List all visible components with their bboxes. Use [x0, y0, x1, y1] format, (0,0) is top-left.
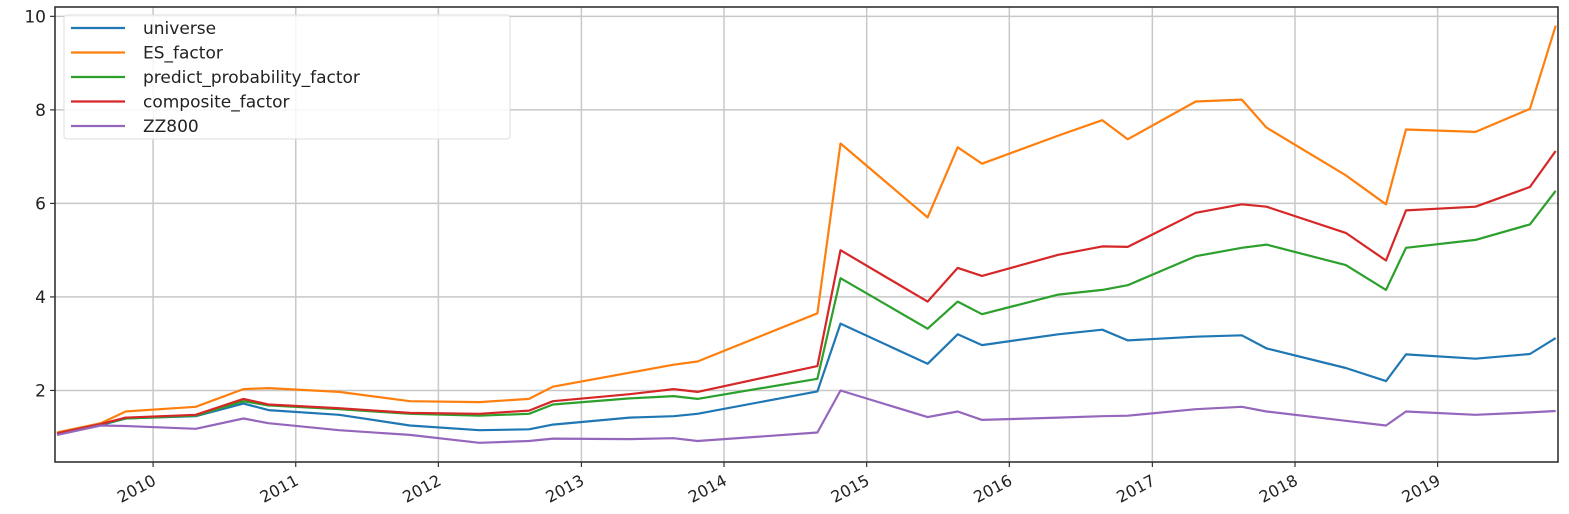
y-tick-label: 8	[35, 101, 46, 121]
series-line-universe	[56, 322, 1557, 436]
series-line-composite-factor	[56, 150, 1557, 435]
x-tick-label: 2017	[1113, 471, 1158, 507]
legend: universe ES_factor predict_probability_fac…	[63, 14, 511, 140]
x-tick-label: 2010	[114, 471, 159, 507]
y-tick-label: 10	[24, 7, 46, 27]
y-tick-label: 2	[35, 381, 46, 401]
legend-label: universe	[143, 19, 216, 39]
legend-label: composite_factor	[143, 93, 290, 113]
x-tick-label: 2018	[1256, 471, 1301, 507]
legend-box	[63, 14, 511, 140]
series-lines	[56, 25, 1557, 444]
legend-label: ES_factor	[143, 44, 223, 64]
x-tick-label: 2013	[542, 471, 587, 507]
series-line-es-factor	[56, 25, 1557, 434]
legend-label: predict_probability_factor	[143, 68, 360, 88]
x-tick-label: 2012	[399, 471, 444, 507]
y-tick-label: 4	[35, 288, 46, 308]
y-tick-label: 6	[35, 194, 46, 214]
x-tick-label: 2015	[828, 471, 873, 507]
x-tick-label: 2014	[685, 471, 730, 507]
plot-frame	[54, 6, 1559, 463]
y-axis: 2 4 6 8 10	[24, 7, 55, 401]
x-tick-label: 2016	[970, 471, 1015, 507]
x-axis: 2010 2011 2012 2013 2014 2015 2016 2017 2018 2019	[114, 462, 1444, 507]
series-line-zz800	[56, 389, 1556, 444]
x-tick-label: 2019	[1399, 471, 1444, 507]
x-tick-label: 2011	[257, 471, 302, 507]
legend-label: ZZ800	[143, 117, 199, 137]
